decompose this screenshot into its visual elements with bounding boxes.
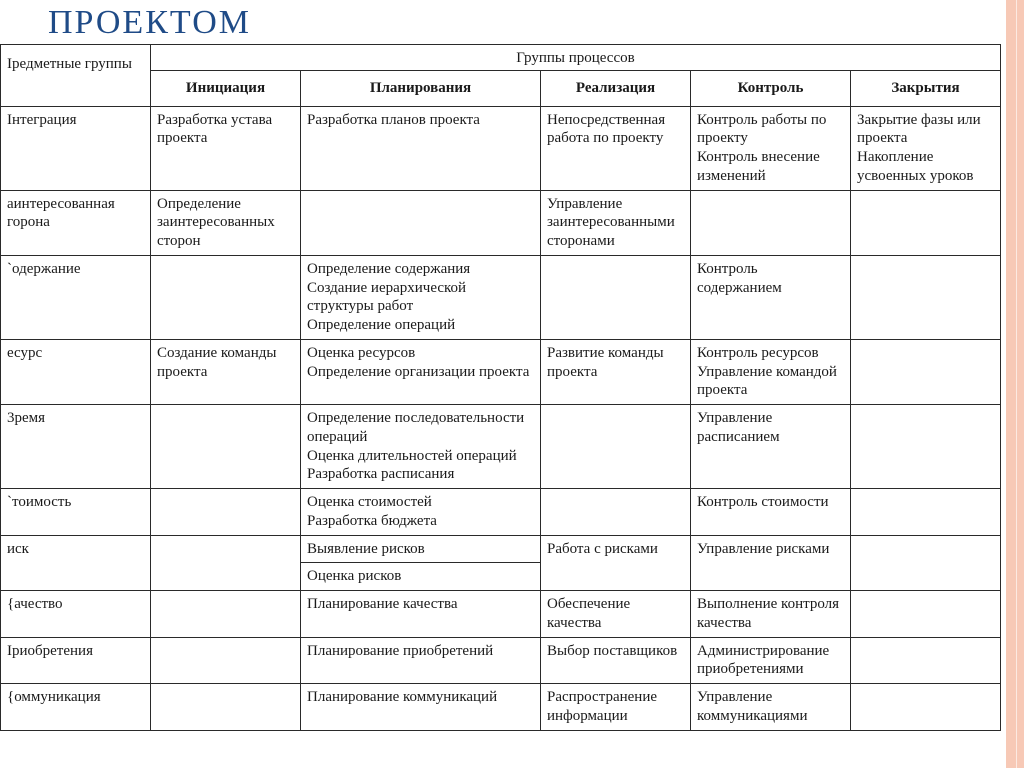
cell: Закрытие фазы или проекта Накопление усв…	[851, 106, 1001, 190]
cell	[151, 637, 301, 684]
cell	[301, 190, 541, 255]
cell: Разработка устава проекта	[151, 106, 301, 190]
row-label: иск	[1, 535, 151, 591]
table-row: {оммуникация Планирование коммуникаций Р…	[1, 684, 1001, 731]
cell: Непосредственная работа по проекту	[541, 106, 691, 190]
cell	[851, 489, 1001, 536]
decorative-side-stripe	[1006, 0, 1024, 768]
cell	[691, 190, 851, 255]
cell: Определение содержания Создание иерархич…	[301, 255, 541, 339]
cell	[851, 591, 1001, 638]
table-row: `тоимость Оценка стоимостей Разработка б…	[1, 489, 1001, 536]
cell: Оценка стоимостей Разработка бюджета	[301, 489, 541, 536]
table-body: Iнтеграция Разработка устава проекта Раз…	[1, 106, 1001, 730]
cell: Оценка рисков	[301, 563, 541, 591]
row-label: {оммуникация	[1, 684, 151, 731]
table-row: `одержание Определение содержания Создан…	[1, 255, 1001, 339]
cell	[851, 637, 1001, 684]
cell	[851, 405, 1001, 489]
table-row: Iнтеграция Разработка устава проекта Раз…	[1, 106, 1001, 190]
cell	[151, 405, 301, 489]
col-header-execution: Реализация	[541, 70, 691, 106]
cell: Определение заинтересованных сторон	[151, 190, 301, 255]
cell: Контроль работы по проекту Контроль внес…	[691, 106, 851, 190]
row-label: Iриобретения	[1, 637, 151, 684]
cell: Администрирование приобретениями	[691, 637, 851, 684]
row-label: аинтересованная горона	[1, 190, 151, 255]
cell: Управление коммуникациями	[691, 684, 851, 731]
table-row: 3ремя Определение последовательности опе…	[1, 405, 1001, 489]
cell: Планирование коммуникаций	[301, 684, 541, 731]
row-label: `одержание	[1, 255, 151, 339]
cell	[151, 535, 301, 591]
cell: Оценка ресурсов Определение организации …	[301, 339, 541, 404]
row-label: Iнтеграция	[1, 106, 151, 190]
cell: Разработка планов проекта	[301, 106, 541, 190]
row-label: `тоимость	[1, 489, 151, 536]
col-header-control: Контроль	[691, 70, 851, 106]
cell: Контроль стоимости	[691, 489, 851, 536]
table-row: иск Выявление рисков Работа с рисками Уп…	[1, 535, 1001, 563]
cell: Управление рисками	[691, 535, 851, 591]
col-header-closing: Закрытия	[851, 70, 1001, 106]
table-row: Iриобретения Планирование приобретений В…	[1, 637, 1001, 684]
cell	[851, 535, 1001, 591]
col-header-initiation: Инициация	[151, 70, 301, 106]
cell	[541, 489, 691, 536]
page-title: ПРОЕКТОМ	[48, 4, 251, 42]
cell	[151, 591, 301, 638]
column-super-header: Группы процессов	[151, 45, 1001, 71]
cell: Создание команды проекта	[151, 339, 301, 404]
cell	[541, 405, 691, 489]
cell: Выявление рисков	[301, 535, 541, 563]
cell: Развитие команды проекта	[541, 339, 691, 404]
table-row: есурс Создание команды проекта Оценка ре…	[1, 339, 1001, 404]
row-label: {ачество	[1, 591, 151, 638]
cell	[541, 255, 691, 339]
cell: Обеспечение качества	[541, 591, 691, 638]
cell: Управление расписанием	[691, 405, 851, 489]
cell: Определение последовательности операций …	[301, 405, 541, 489]
table-row: {ачество Планирование качества Обеспечен…	[1, 591, 1001, 638]
row-label: 3ремя	[1, 405, 151, 489]
cell: Работа с рисками	[541, 535, 691, 591]
col-header-planning: Планирования	[301, 70, 541, 106]
cell: Контроль содержанием	[691, 255, 851, 339]
cell: Выполнение контроля качества	[691, 591, 851, 638]
cell	[851, 190, 1001, 255]
cell: Распространение информации	[541, 684, 691, 731]
cell: Планирование приобретений	[301, 637, 541, 684]
row-header-label: Iредметные группы	[1, 45, 151, 107]
process-groups-table: Iредметные группы Группы процессов Иници…	[0, 44, 1000, 731]
cell	[151, 489, 301, 536]
cell	[151, 255, 301, 339]
cell: Планирование качества	[301, 591, 541, 638]
table-row: аинтересованная горона Определение заинт…	[1, 190, 1001, 255]
cell: Управление заинтересованными сторонами	[541, 190, 691, 255]
row-label: есурс	[1, 339, 151, 404]
cell	[851, 255, 1001, 339]
cell	[851, 684, 1001, 731]
cell: Контроль ресурсов Управление командой пр…	[691, 339, 851, 404]
cell: Выбор поставщиков	[541, 637, 691, 684]
cell	[151, 684, 301, 731]
cell	[851, 339, 1001, 404]
